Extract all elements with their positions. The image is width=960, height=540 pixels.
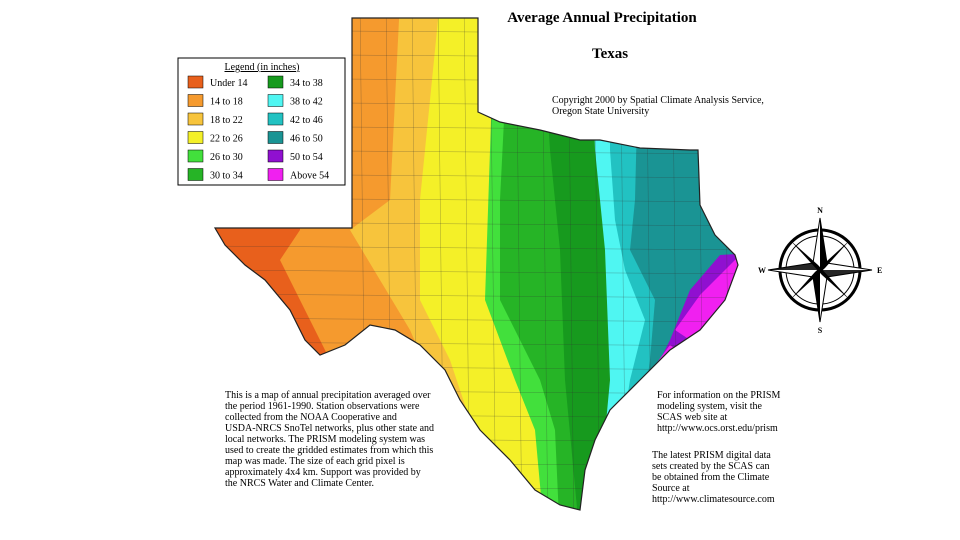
legend-title: Legend (in inches) — [225, 62, 300, 73]
compass-s: S — [818, 326, 823, 335]
county-line — [215, 293, 738, 299]
legend-label: Under 14 — [210, 78, 248, 89]
legend-label: 18 to 22 — [210, 115, 243, 126]
compass: N E S W — [758, 206, 882, 335]
text-line: Copyright 2000 by Spatial Climate Analys… — [552, 95, 764, 106]
text-line: http://www.ocs.orst.edu/prism — [657, 423, 778, 434]
legend-swatch — [187, 168, 204, 181]
text-line: USDA-NRCS SnoTel networks, plus other st… — [225, 423, 434, 434]
legend-swatch — [187, 94, 204, 107]
compass-e: E — [877, 266, 882, 275]
legend-label: 22 to 26 — [210, 134, 243, 145]
text-line: be obtained from the Climate — [652, 472, 770, 483]
county-line — [215, 29, 738, 35]
legend-swatch — [187, 112, 204, 126]
description: This is a map of annual precipitation av… — [225, 390, 434, 489]
legend-label: 26 to 30 — [210, 152, 243, 163]
text-line: sets created by the SCAS can — [652, 461, 769, 472]
text-line: approximately 4x4 km. Support was provid… — [225, 467, 421, 478]
text-line: used to create the gridded estimates fro… — [225, 445, 433, 456]
county-line — [215, 53, 738, 59]
text-line: Source at — [652, 483, 690, 494]
legend-label: Above 54 — [290, 171, 329, 182]
legend-label: 34 to 38 — [290, 78, 323, 89]
subtitle: Texas — [592, 46, 628, 62]
legend-swatch — [187, 75, 204, 89]
legend-swatch — [187, 149, 204, 163]
text-line: the period 1961-1990. Station observatio… — [225, 401, 420, 412]
text-line: The latest PRISM digital data — [652, 450, 771, 461]
text-line: local networks. The PRISM modeling syste… — [225, 434, 425, 445]
text-line: Oregon State University — [552, 106, 649, 117]
county-line — [215, 269, 738, 275]
legend-swatch — [267, 94, 284, 107]
compass-n: N — [817, 206, 823, 215]
legend-swatch — [267, 168, 284, 181]
legend-swatch — [267, 131, 284, 144]
texas-outline — [213, 17, 739, 511]
legend-swatch — [267, 75, 284, 89]
compass-w: W — [758, 266, 766, 275]
legend: Under 14 14 to 18 18 to 22 22 to 26 26 to 30… — [187, 75, 329, 182]
text-line: For information on the PRISM — [657, 390, 780, 401]
legend-swatch — [187, 131, 204, 144]
text-line: http://www.climatesource.com — [652, 494, 775, 505]
legend-label: 30 to 34 — [210, 171, 243, 182]
legend-label: 42 to 46 — [290, 115, 323, 126]
text-line: This is a map of annual precipitation av… — [225, 390, 431, 401]
legend-swatch — [267, 149, 284, 163]
county-line — [215, 509, 738, 510]
title: Average Annual Precipitation — [507, 10, 697, 26]
legend-label: 38 to 42 — [290, 97, 323, 108]
legend-label: 14 to 18 — [210, 97, 243, 108]
legend-label: 50 to 54 — [290, 152, 323, 163]
copyright: Copyright 2000 by Spatial Climate Analys… — [552, 95, 764, 117]
legend-label: 46 to 50 — [290, 134, 323, 145]
text-line: SCAS web site at — [657, 412, 728, 423]
legend-swatch — [267, 112, 284, 126]
legend-box — [177, 57, 346, 186]
text-line: modeling system, visit the — [657, 401, 763, 412]
text-line: collected from the NOAA Cooperative and — [225, 412, 397, 423]
county-line — [215, 245, 738, 251]
text-line: map was made. The size of each grid pixe… — [225, 456, 405, 467]
text-line: the NRCS Water and Climate Center. — [225, 478, 374, 489]
